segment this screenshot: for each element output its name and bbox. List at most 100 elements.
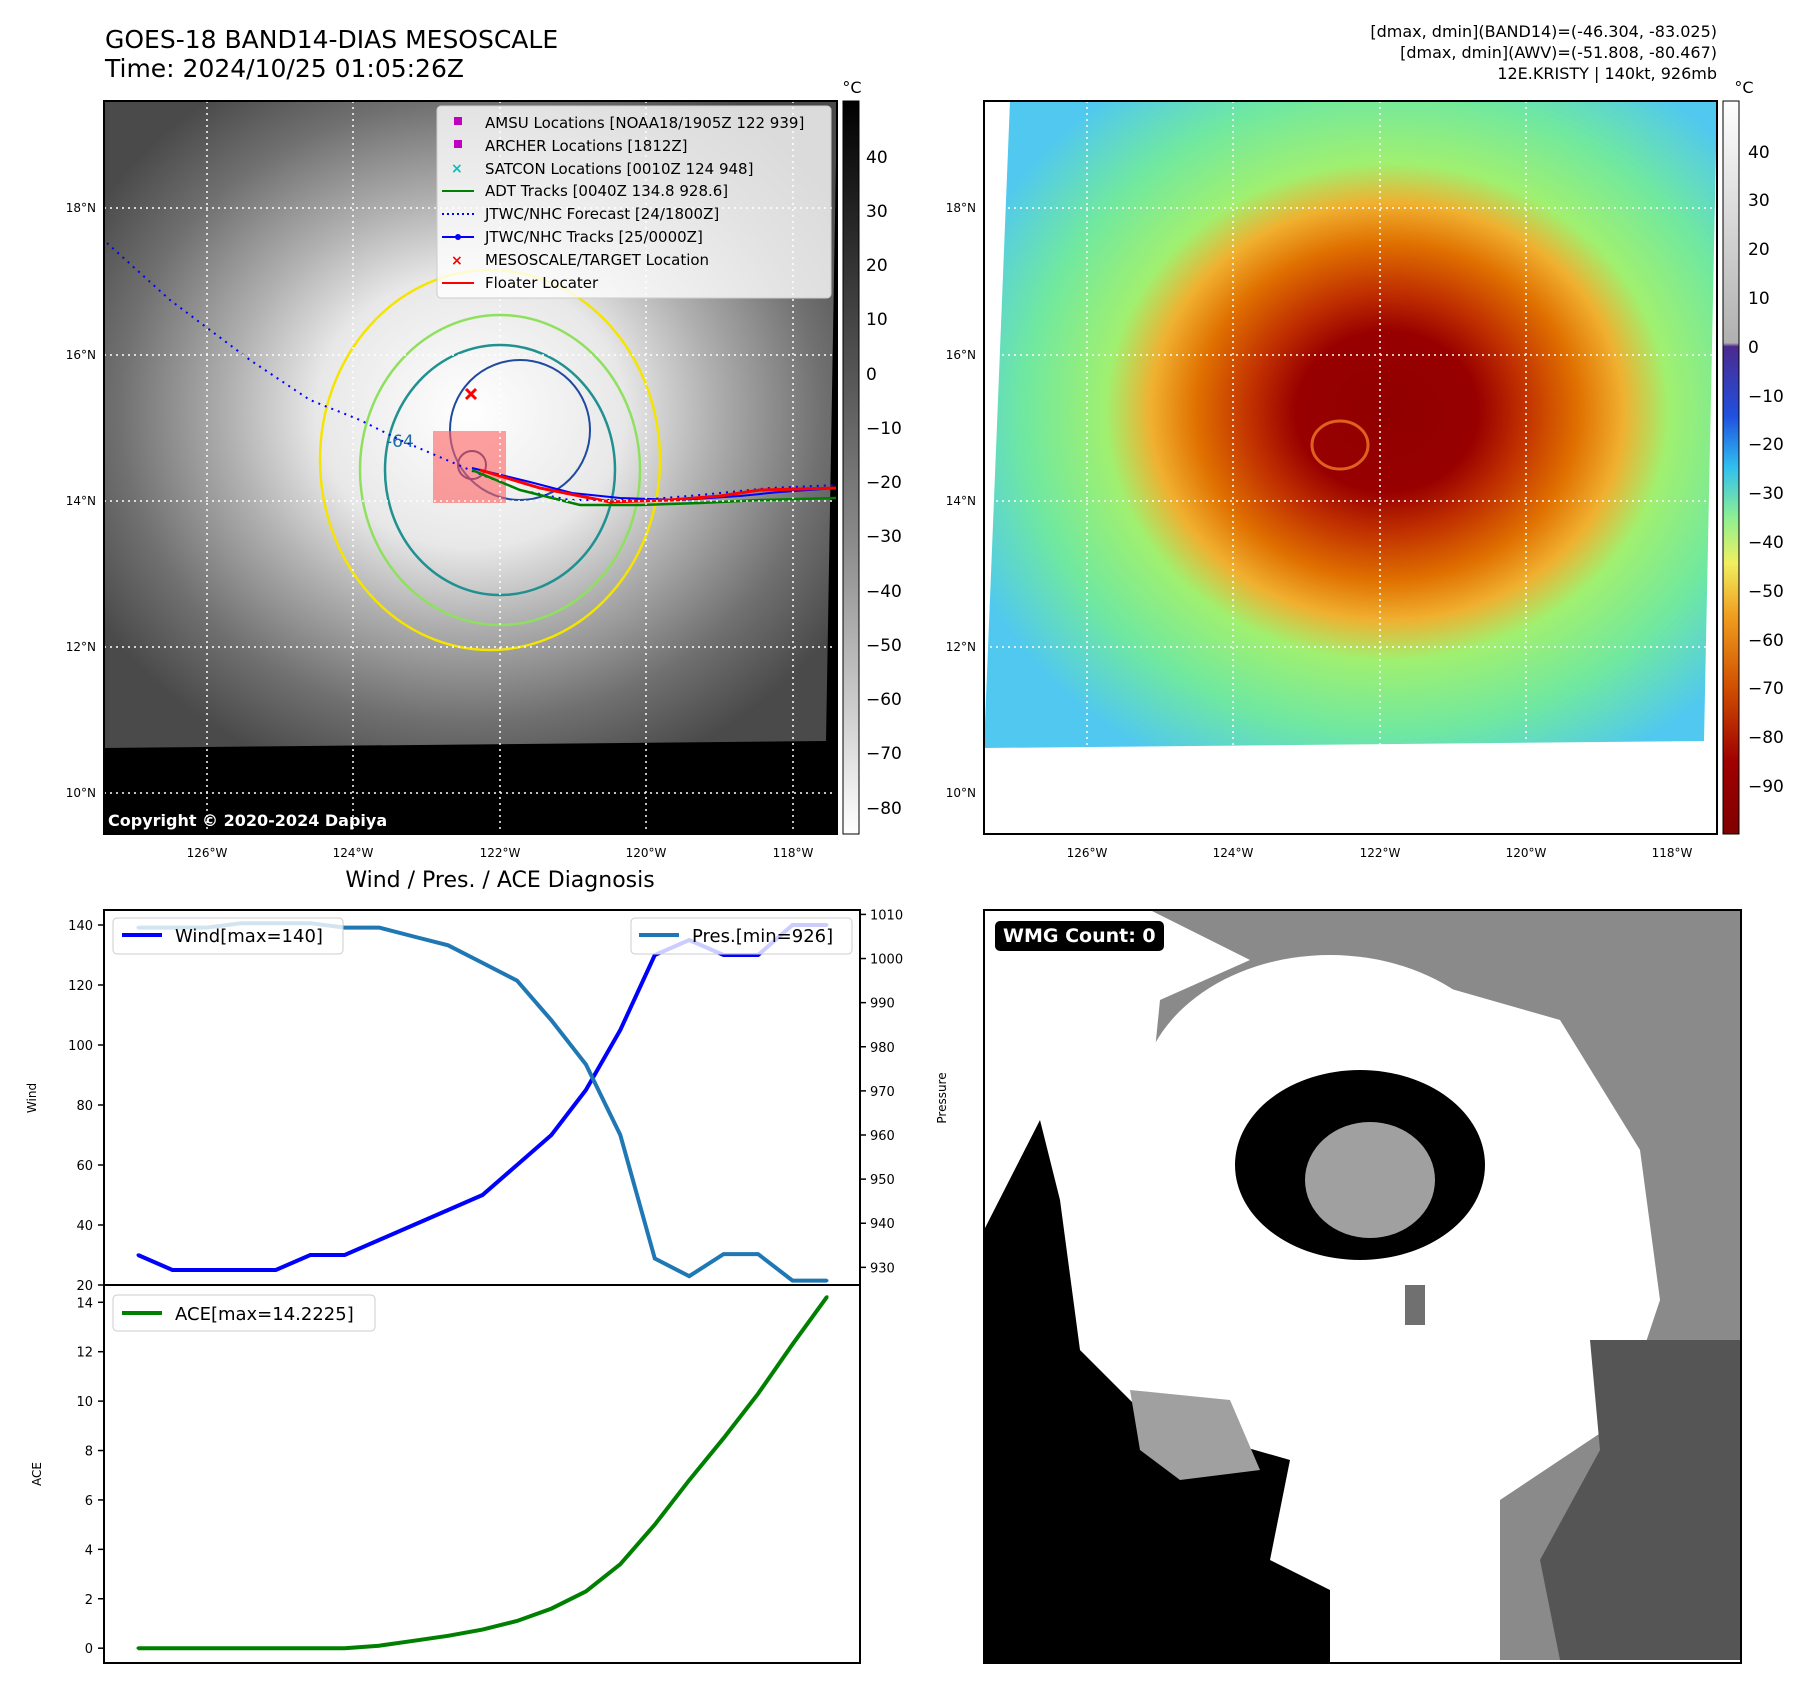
cbar-tick: −20 bbox=[866, 473, 902, 493]
legend-archer-marker bbox=[454, 140, 462, 148]
ace-y-tick-label: 0 bbox=[85, 1642, 93, 1657]
ace-y-tick-label: 12 bbox=[76, 1346, 93, 1361]
pressure-point bbox=[377, 926, 381, 930]
wind-y-tick-label: 60 bbox=[76, 1159, 93, 1174]
wind-pressure-chart: Wind Pressure 20 40 60 80 100 120 140 930 940 95… bbox=[25, 908, 949, 1294]
lat-label: 18°N bbox=[66, 201, 96, 215]
pressure-y-tick-label: 940 bbox=[870, 1217, 895, 1232]
ace-y-tick-label: 14 bbox=[76, 1296, 93, 1311]
pressure-y-tick-label: 980 bbox=[870, 1041, 895, 1056]
legend-archer: ARCHER Locations [1812Z] bbox=[485, 137, 688, 155]
ace-plot-frame bbox=[103, 1284, 861, 1664]
ace-point bbox=[481, 1628, 484, 1632]
pressure-y-ticks: 930 940 950 960 970 980 990 1000 1010 bbox=[860, 908, 903, 1276]
wind-legend-label: Wind[max=140] bbox=[175, 926, 323, 947]
pressure-y-tick-label: 960 bbox=[870, 1129, 895, 1144]
lat-label: 12°N bbox=[66, 640, 96, 654]
ace-point bbox=[515, 1619, 519, 1623]
wmg-light-gray bbox=[1130, 1390, 1260, 1480]
lon-label: 120°W bbox=[1506, 846, 1547, 860]
wind-point bbox=[343, 1253, 347, 1257]
forecast-track bbox=[106, 242, 838, 501]
wind-point bbox=[549, 1133, 553, 1137]
lat-label: 16°N bbox=[946, 348, 976, 362]
target-marker bbox=[464, 387, 478, 401]
wmg-frame bbox=[983, 909, 1742, 1664]
ace-y-ticks: 0 2 4 6 8 10 12 14 bbox=[76, 1296, 104, 1657]
ace-y-tick-label: 4 bbox=[85, 1543, 93, 1558]
ace-y-tick-label: 2 bbox=[85, 1593, 93, 1608]
ace-point bbox=[722, 1436, 726, 1440]
wind-point bbox=[481, 1193, 484, 1197]
jtwc-track bbox=[471, 467, 838, 502]
pressure-y-tick-label: 990 bbox=[870, 997, 895, 1012]
wind-y-tick-label: 100 bbox=[68, 1039, 93, 1054]
cbar-tick: 20 bbox=[1748, 240, 1770, 260]
map-left-lat-labels: 18°N 16°N 14°N 12°N 10°N bbox=[66, 201, 96, 800]
colorbar-color-ticks: 40 30 20 10 0 −10 −20 −30 −40 −50 −60 −7… bbox=[1748, 143, 1784, 797]
cbar-tick: −90 bbox=[1748, 777, 1784, 797]
cbar-tick: 20 bbox=[866, 256, 888, 276]
ace-point bbox=[412, 1639, 416, 1643]
pressure-y-tick-label: 950 bbox=[870, 1173, 895, 1188]
wind-point bbox=[377, 1238, 381, 1242]
wind-y-tick-label: 80 bbox=[76, 1099, 93, 1114]
pressure-point bbox=[722, 1252, 726, 1256]
cbar-tick: −60 bbox=[1748, 631, 1784, 651]
floater-track bbox=[479, 468, 838, 504]
ace-point bbox=[343, 1646, 347, 1650]
title-line-2: Time: 2024/10/25 01:05:26Z bbox=[105, 54, 464, 83]
eye-ring bbox=[1310, 419, 1370, 471]
colorbar-color: °C 40 30 20 10 0 −10 −20 −30 −40 −50 −60… bbox=[1722, 78, 1784, 835]
pressure-y-tick-label: 1010 bbox=[870, 908, 903, 923]
cbar-tick: 10 bbox=[866, 310, 888, 330]
title-line-1: GOES-18 BAND14-DIAS MESOSCALE bbox=[105, 25, 559, 54]
ace-point bbox=[377, 1644, 381, 1648]
lon-label: 124°W bbox=[333, 846, 374, 860]
stats-line-3: 12E.KRISTY | 140kt, 926mb bbox=[1497, 64, 1717, 83]
ace-points bbox=[136, 1295, 829, 1650]
wind-point bbox=[412, 1223, 416, 1227]
ace-point bbox=[446, 1634, 450, 1638]
lat-label: 10°N bbox=[66, 786, 96, 800]
legend-adt: ADT Tracks [0040Z 134.8 928.6] bbox=[485, 182, 728, 200]
ace-legend-box bbox=[112, 1294, 376, 1332]
wind-y-tick-label: 40 bbox=[76, 1219, 93, 1234]
wind-axis-label: Wind bbox=[25, 1083, 39, 1113]
wind-plot-frame bbox=[103, 909, 861, 1286]
lat-label: 12°N bbox=[946, 640, 976, 654]
legend-tracks: JTWC/NHC Tracks [25/0000Z] bbox=[484, 228, 703, 246]
wind-point bbox=[205, 1268, 209, 1272]
wind-point bbox=[308, 1253, 312, 1257]
pressure-point bbox=[687, 1274, 691, 1278]
cbar-tick: −60 bbox=[866, 690, 902, 710]
wmg-black-region bbox=[984, 1120, 1330, 1663]
cbar-tick: −70 bbox=[866, 744, 902, 764]
colorbar-gray: °C 40 30 20 10 0 −10 −20 −30 −40 −50 −60… bbox=[842, 78, 902, 835]
legend-target: MESOSCALE/TARGET Location bbox=[485, 251, 709, 269]
pressure-point bbox=[584, 1062, 588, 1066]
wind-point bbox=[618, 1028, 622, 1032]
pressure-point bbox=[756, 1252, 760, 1256]
lon-label: 118°W bbox=[773, 846, 814, 860]
cbar-tick: 30 bbox=[866, 202, 888, 222]
pressure-point bbox=[791, 1279, 795, 1283]
wmg-dark-gray bbox=[1540, 1340, 1741, 1660]
cbar-tick: −20 bbox=[1748, 435, 1784, 455]
legend-target-marker: × bbox=[451, 253, 463, 269]
wind-y-tick-label: 120 bbox=[68, 979, 93, 994]
wmg-count-badge: WMG Count: 0 bbox=[995, 921, 1164, 951]
legend-forecast: JTWC/NHC Forecast [24/1800Z] bbox=[484, 205, 719, 223]
chart-title: Wind / Pres. / ACE Diagnosis bbox=[345, 868, 654, 893]
ace-point bbox=[653, 1523, 657, 1527]
cbar-tick: 0 bbox=[866, 365, 877, 385]
ir-gray-frame bbox=[103, 100, 838, 835]
wind-point bbox=[274, 1268, 278, 1272]
lon-label: 126°W bbox=[187, 846, 228, 860]
contour-blue bbox=[449, 359, 591, 501]
contour-label: -64 bbox=[386, 432, 414, 452]
legend-tracks-dot bbox=[455, 234, 461, 240]
cbar-tick: −30 bbox=[1748, 484, 1784, 504]
ace-legend-label: ACE[max=14.2225] bbox=[175, 1304, 354, 1325]
